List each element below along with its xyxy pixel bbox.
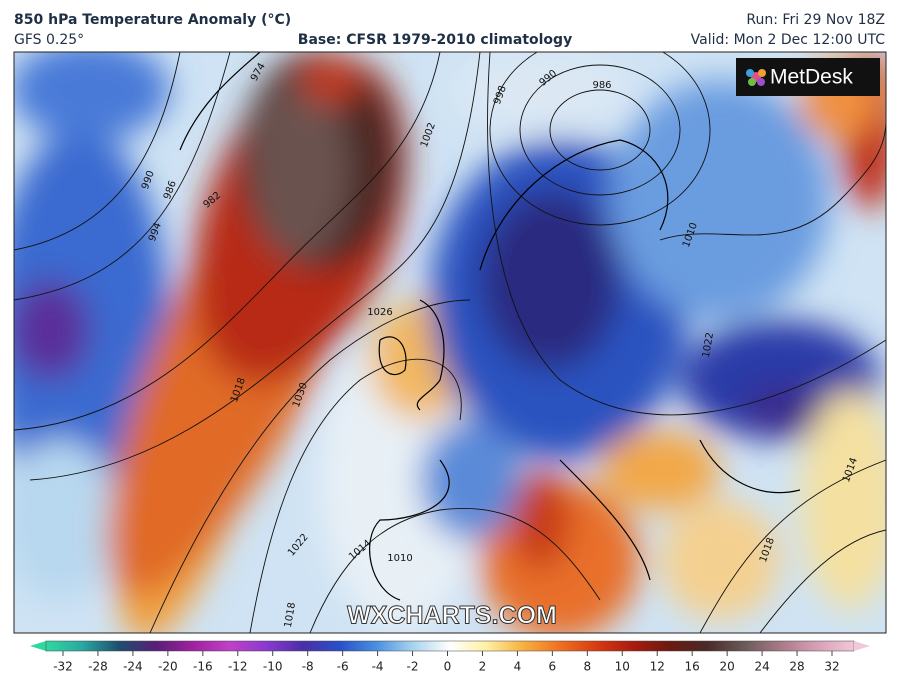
colorbar-tick-label: 6 (549, 660, 557, 674)
model: GFS 0.25° (14, 32, 84, 48)
logo-text: MetDesk (770, 66, 853, 89)
base: Base: CFSR 1979-2010 climatology (298, 32, 572, 48)
colorbar-tick-label: 20 (719, 660, 734, 674)
isobar-label: 986 (592, 80, 611, 91)
colorbar-tick-label: 16 (685, 660, 700, 674)
colorbar-tick-label: 2 (479, 660, 487, 674)
colorbar-tick-label: 4 (514, 660, 522, 674)
colorbar-tick-label: -16 (193, 660, 213, 674)
run: Run: Fri 29 Nov 18Z (746, 12, 885, 28)
colorbar-tick-label: -12 (228, 660, 248, 674)
colorbar-high-arrow (854, 641, 870, 651)
colorbar-tick-label: -8 (302, 660, 314, 674)
colorbar-tick-label: -6 (337, 660, 349, 674)
valid: Valid: Mon 2 Dec 12:00 UTC (691, 32, 886, 48)
colorbar-tick-label: 0 (444, 660, 452, 674)
colorbar-tick-label: 32 (824, 660, 839, 674)
title: 850 hPa Temperature Anomaly (°C) (14, 12, 291, 28)
isobar-label: 1010 (387, 553, 412, 564)
colorbar-tick-label: -24 (123, 660, 143, 674)
colorbar-tick-label: -28 (88, 660, 108, 674)
colorbar-scale (45, 640, 855, 652)
colorbar-tick-label: -2 (407, 660, 419, 674)
anomaly-field (14, 52, 886, 633)
colorbar-tick-label: 10 (615, 660, 630, 674)
colorbar-tick-label: 28 (789, 660, 804, 674)
colorbar-tick-label: 12 (650, 660, 665, 674)
isobar-label: 1018 (283, 602, 298, 629)
isobar-label: 1026 (367, 307, 392, 318)
logo-icon (746, 69, 766, 86)
isobars (14, 52, 886, 633)
colorbar-tick-label: -4 (372, 660, 384, 674)
coastlines (179, 52, 801, 601)
map-frame (13, 51, 887, 634)
watermark: WXCHARTS.COM (347, 602, 557, 630)
colorbar-low-arrow (30, 641, 46, 651)
colorbar-tick-label: 8 (583, 660, 591, 674)
colorbar: -32 -28 -24 -20 -16 -12 -10 -8 -6 -4 -2 0 2 4 6 8 10 12 16… (30, 640, 870, 674)
colorbar-tick-label: -10 (263, 660, 283, 674)
isobar-label: 1022 (701, 332, 716, 359)
colorbar-tick-label: 24 (754, 660, 769, 674)
colorbar-tick-label: -32 (53, 660, 73, 674)
colorbar-tick-label: -20 (158, 660, 178, 674)
